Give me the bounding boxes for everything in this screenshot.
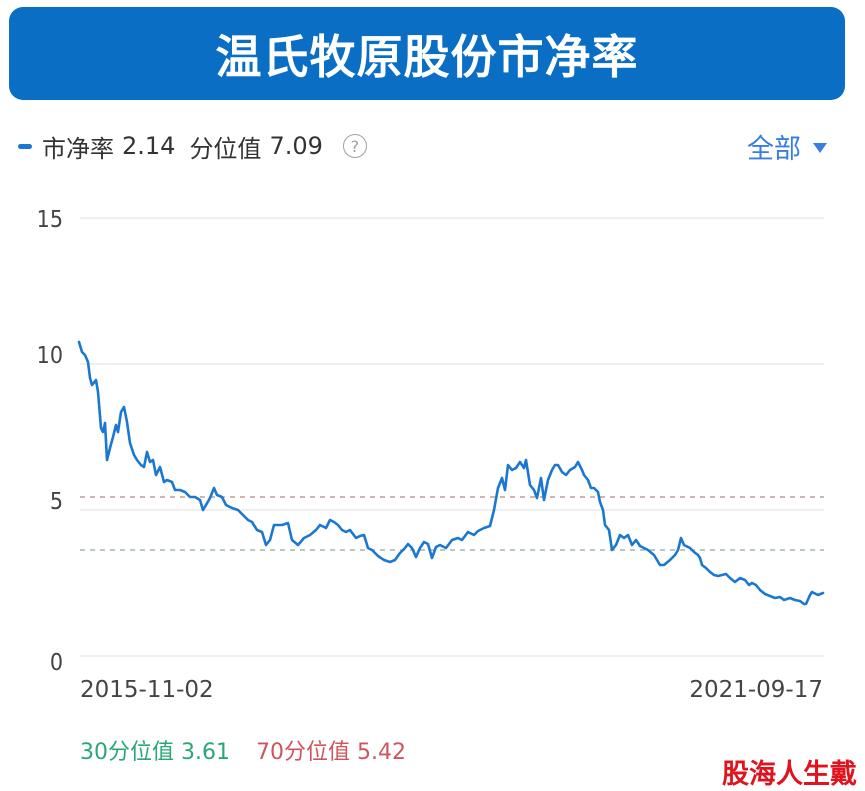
pb-line-chart[interactable]: 15 10 5 0 2015-11-02 2021-09-17 [0, 190, 865, 720]
y-tick-10: 10 [37, 343, 63, 369]
title-banner: 温氏牧原股份市净率 [9, 7, 845, 100]
gridlines [80, 217, 824, 657]
time-range-label: 全部 [747, 133, 801, 165]
y-tick-5: 5 [50, 489, 63, 515]
legend-percentile-label: 分位值 [189, 134, 262, 163]
x-tick-end: 2021-09-17 [689, 677, 823, 703]
legend-percentile-value: 7.09 [269, 132, 323, 160]
legend-series-value: 2.14 [122, 132, 176, 160]
pb-series-line [77, 340, 825, 606]
y-axis-labels: 15 10 5 0 [37, 207, 63, 676]
x-axis-labels: 2015-11-02 2021-09-17 [80, 677, 823, 703]
x-tick-start: 2015-11-02 [80, 677, 214, 703]
time-range-dropdown[interactable]: 全部 [747, 128, 827, 165]
series-swatch-icon [18, 143, 32, 149]
p70-label: 70分位值 5.42 [255, 740, 406, 765]
chart-title: 温氏牧原股份市净率 [215, 29, 639, 84]
p30-label: 30分位值 3.61 [80, 740, 230, 765]
y-tick-15: 15 [37, 207, 63, 233]
author-watermark: 股海人生戴 [722, 759, 857, 790]
question-circle-icon[interactable]: ? [342, 134, 367, 158]
caret-down-icon [813, 143, 827, 153]
legend-series-name: 市净率 [42, 134, 114, 163]
percentile-summary: 30分位值 3.61 70分位值 5.42 [80, 734, 406, 766]
y-tick-0: 0 [50, 650, 63, 676]
chart-legend: 市净率 2.14 分位值 7.09 ? [18, 128, 367, 164]
